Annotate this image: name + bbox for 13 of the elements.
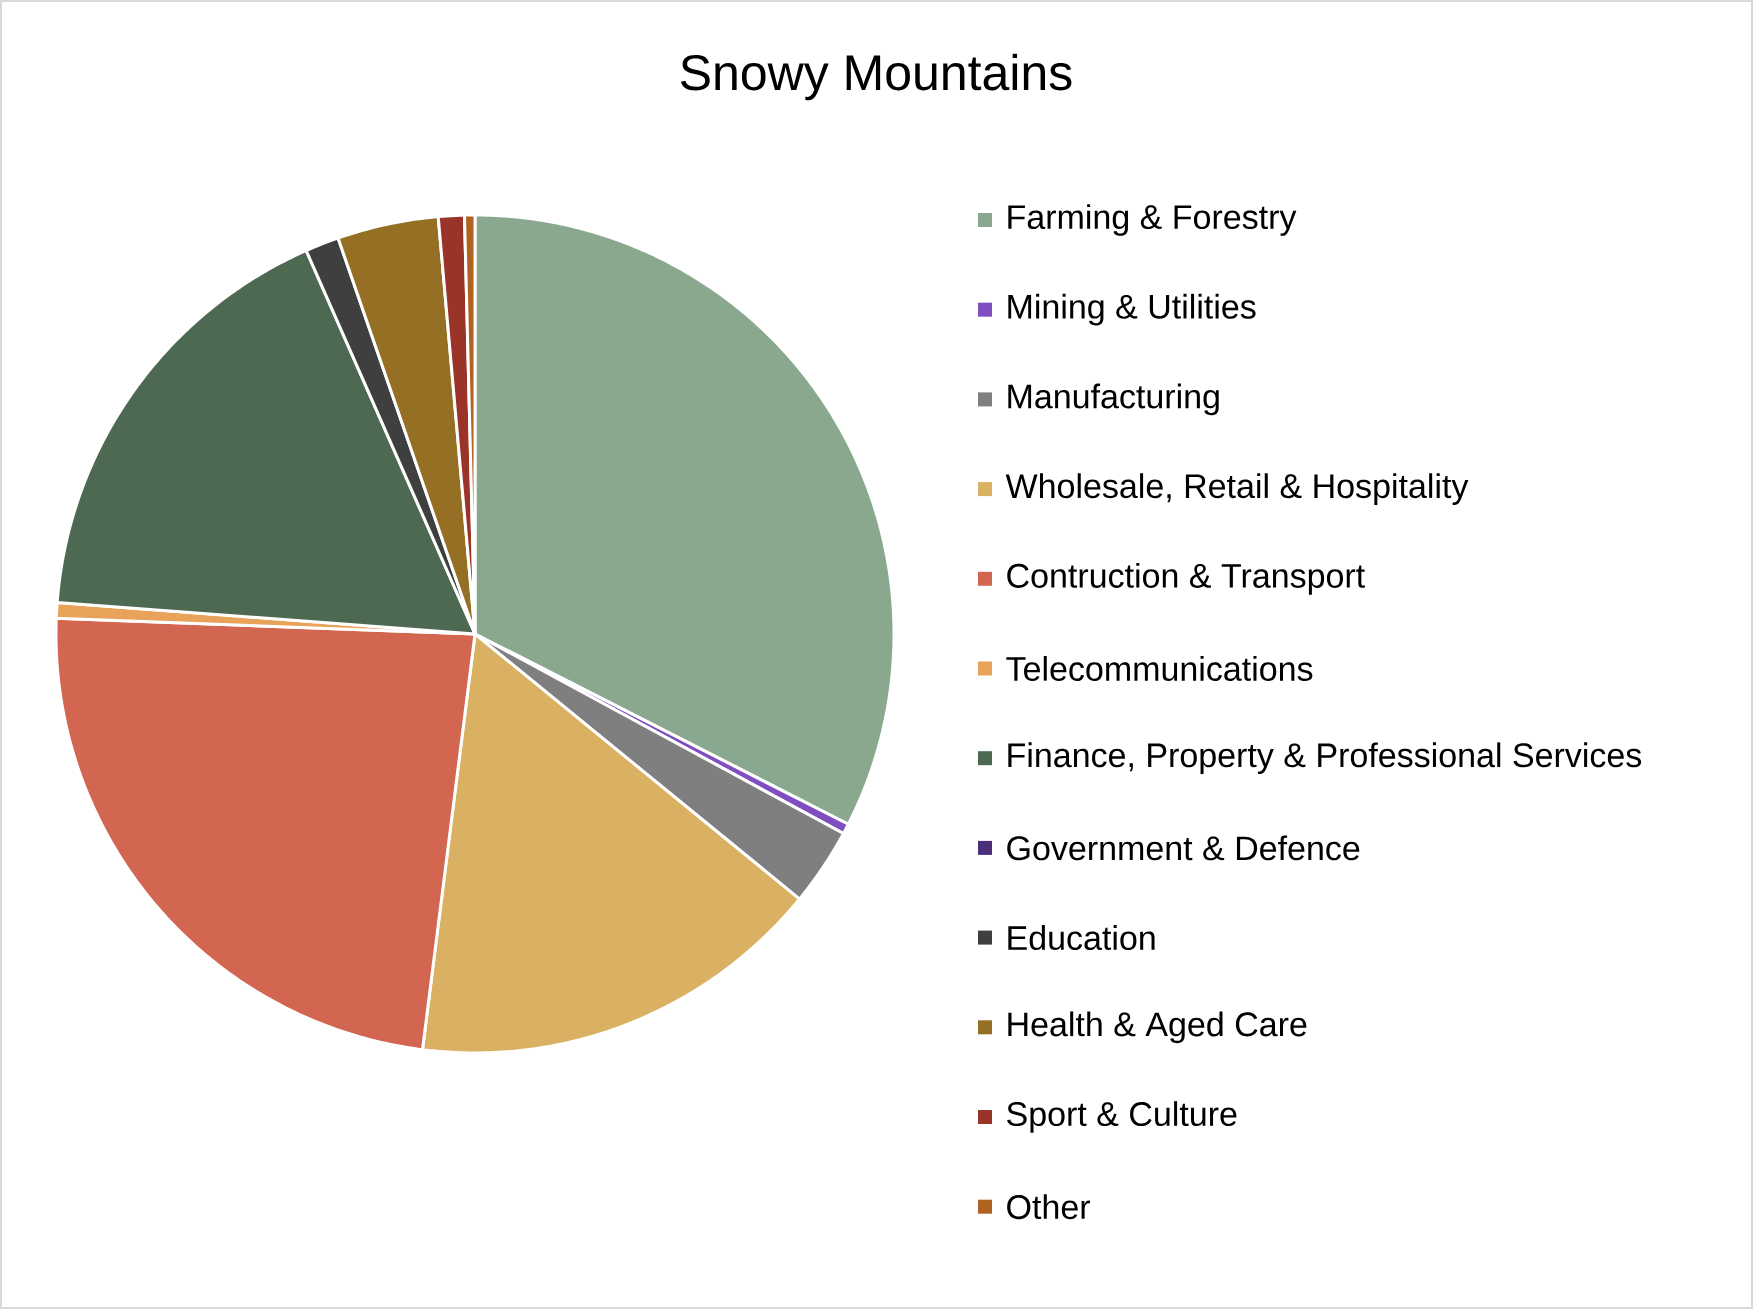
legend-label: Telecommunications — [1006, 656, 1313, 681]
legend-label: Other — [1007, 1194, 1091, 1220]
legend-label: Sport & Culture — [1007, 1101, 1237, 1133]
legend-label: Contruction & Transport — [1007, 562, 1365, 595]
legend-label: Farming & Forestry — [1008, 204, 1297, 236]
legend-label: Manufacturing — [1008, 383, 1219, 416]
legend-label: Mining & Utilities — [1008, 293, 1256, 326]
legend-label: Government & Defence — [1007, 835, 1360, 861]
legend-label: Finance, Property & Professional Services — [1008, 742, 1642, 775]
legend-label: Wholesale, Retail & Hospitality — [1005, 473, 1469, 505]
chart-title: Snowy Mountains — [680, 53, 1072, 101]
legend-label: Health & Aged Care — [1008, 1011, 1307, 1044]
legend-label: Education — [1008, 925, 1155, 951]
